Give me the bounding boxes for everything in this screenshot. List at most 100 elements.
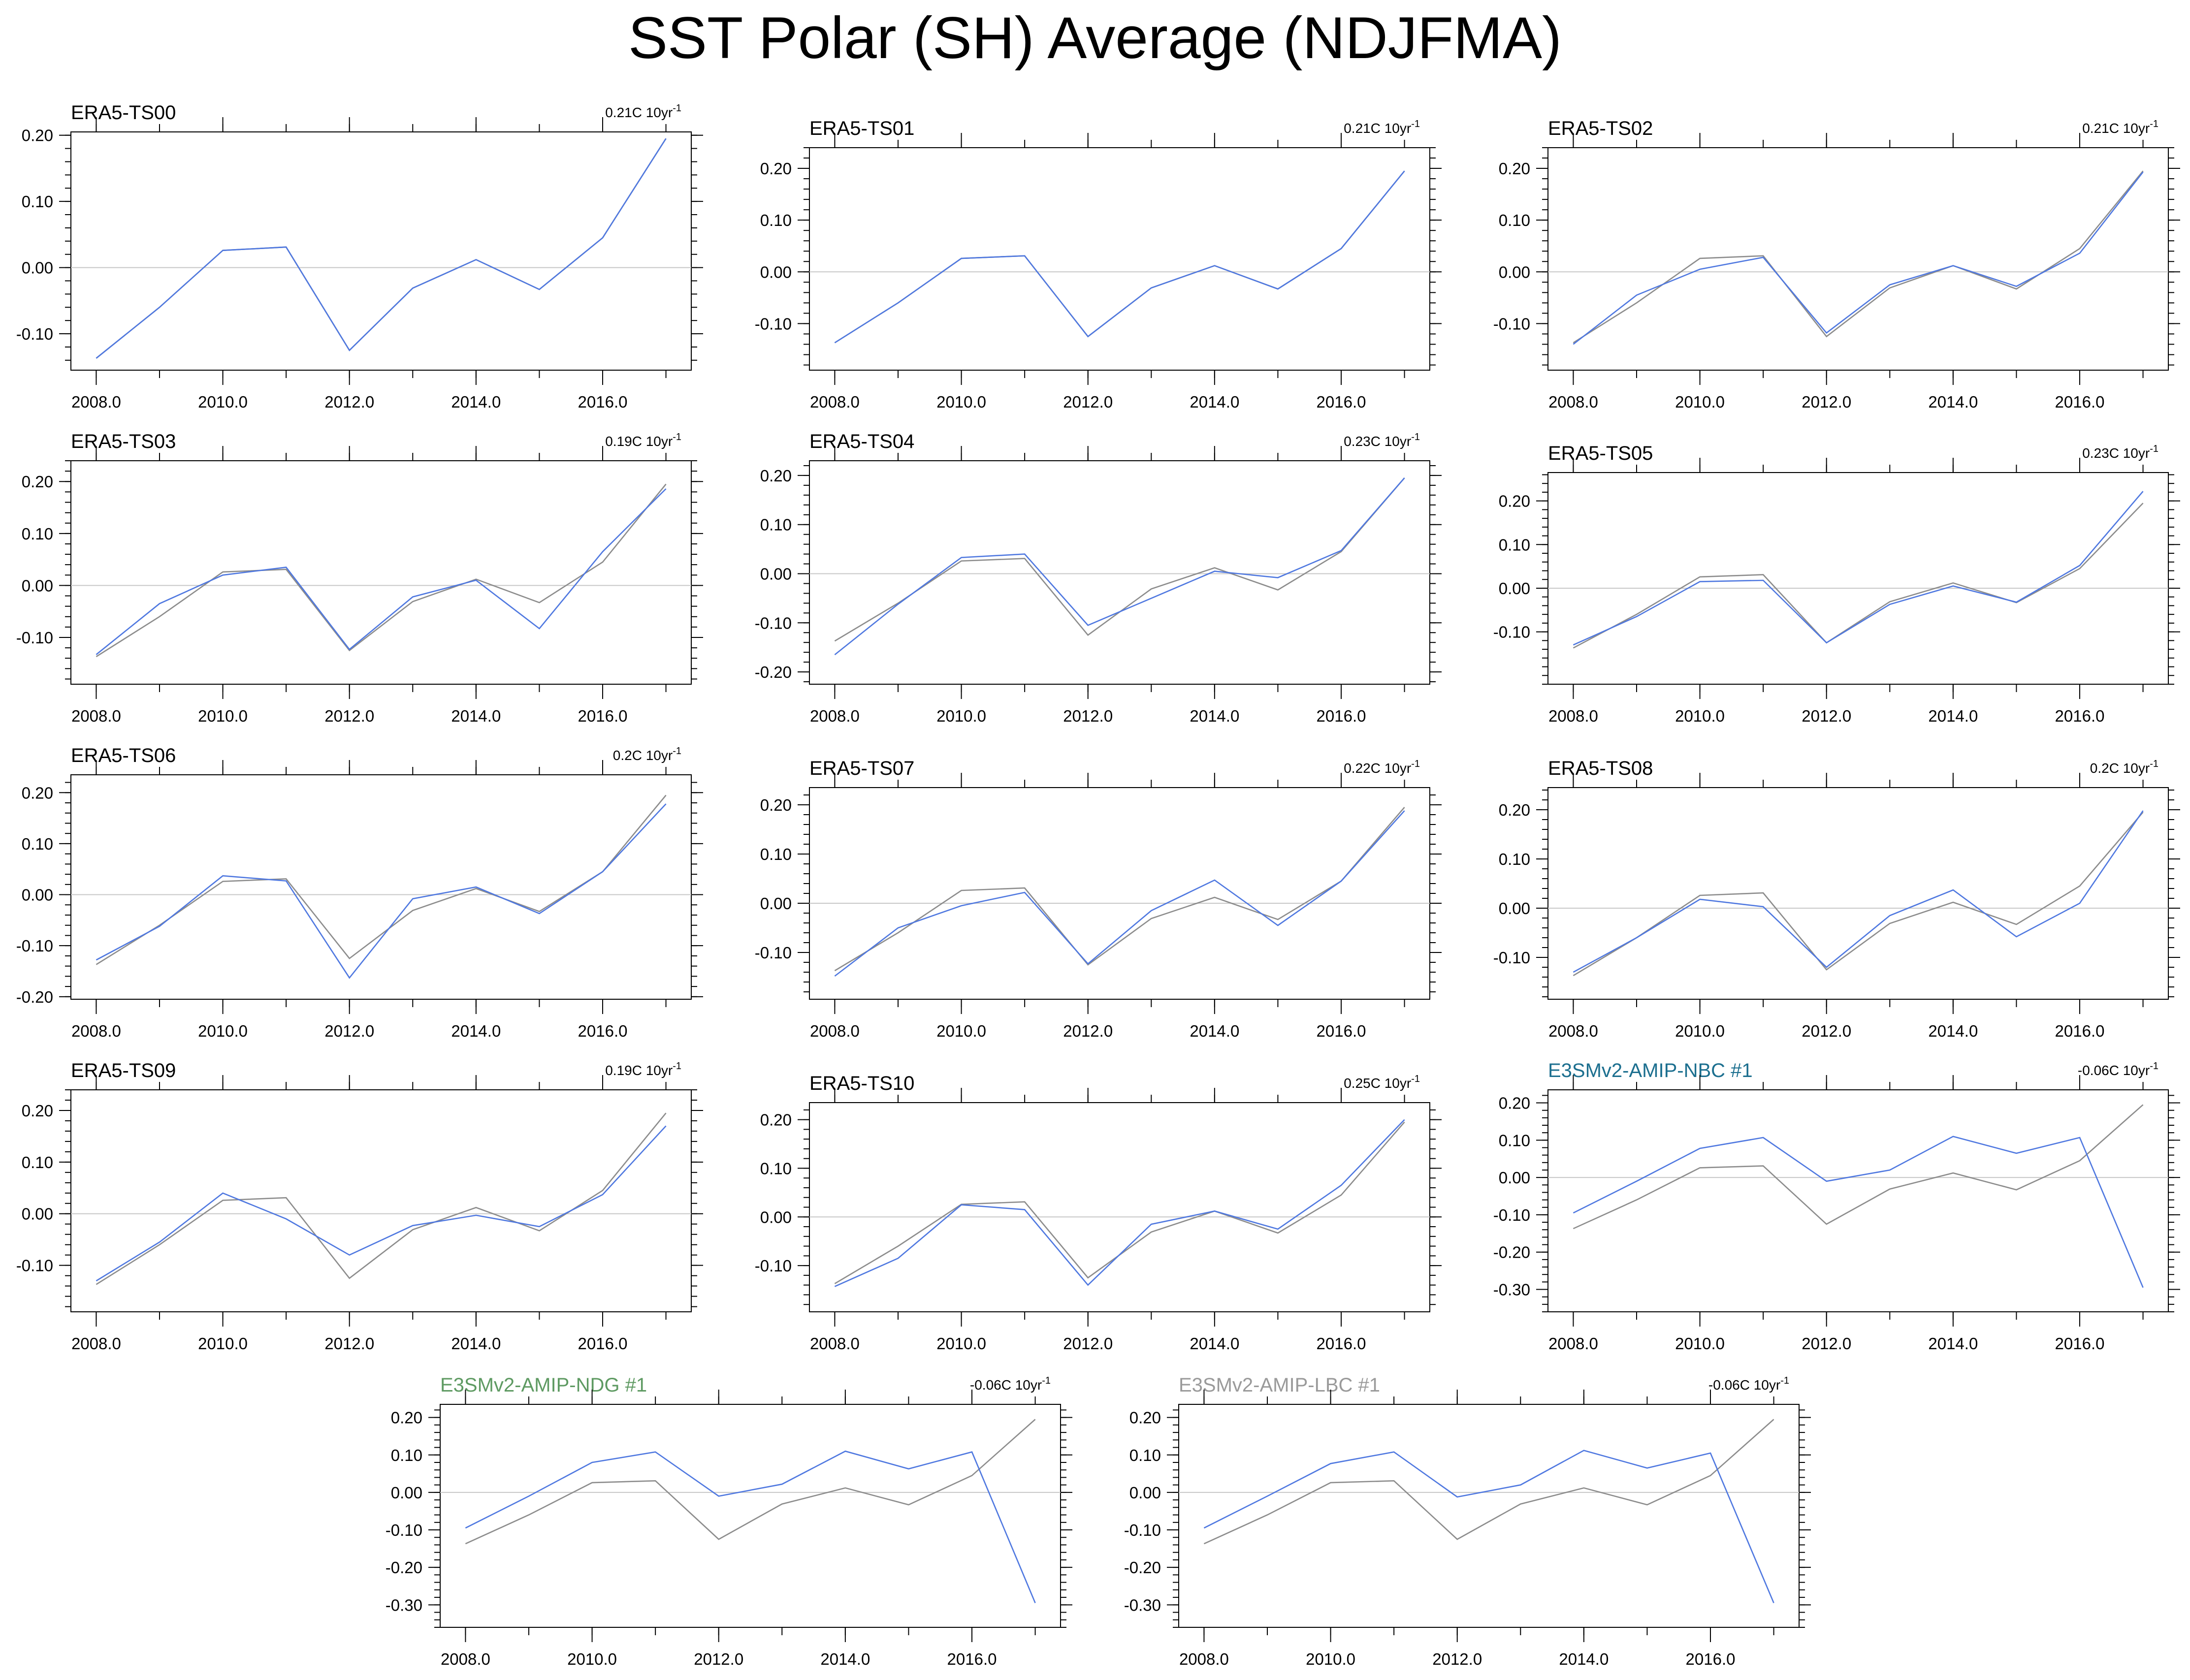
x-tick-label: 2014.0 xyxy=(1190,1022,1239,1040)
x-tick-label: 2008.0 xyxy=(810,393,860,411)
trend-label: 0.23C 10yr-1 xyxy=(2082,444,2158,461)
y-tick-label: -0.20 xyxy=(16,988,53,1006)
y-tick-label: -0.30 xyxy=(1124,1596,1161,1614)
series-line-model xyxy=(1203,1450,1774,1604)
trend-superscript: -1 xyxy=(2150,759,2158,769)
panel-title: E3SMv2-AMIP-NBC #1 xyxy=(1548,1060,1753,1081)
series-line-reference xyxy=(834,1121,1405,1284)
panel-e3smv2-amip-nbc-1: E3SMv2-AMIP-NBC #1 -0.06C 10yr-1 2008.0 201… xyxy=(1493,1060,2180,1353)
y-tick-label: 0.20 xyxy=(1499,159,1530,178)
trend-value: 0.19C 10yr xyxy=(605,434,673,449)
panel-title: ERA5-TS07 xyxy=(809,758,914,779)
y-tick-label: 0.20 xyxy=(760,796,792,814)
y-tick-label: -0.10 xyxy=(755,614,792,632)
x-tick-label: 2012.0 xyxy=(1802,1334,1851,1353)
y-tick-label: 0.00 xyxy=(1129,1484,1161,1502)
y-tick-label: 0.10 xyxy=(1499,1131,1530,1149)
trend-superscript: -1 xyxy=(673,103,681,114)
x-tick-label: 2014.0 xyxy=(451,1022,501,1040)
trend-value: -0.06C 10yr xyxy=(970,1377,1042,1393)
y-tick-label: 0.20 xyxy=(1129,1409,1161,1427)
x-tick-label: 2008.0 xyxy=(71,1022,121,1040)
trend-value: -0.06C 10yr xyxy=(2078,1063,2150,1078)
panel-title: ERA5-TS10 xyxy=(809,1073,914,1094)
figure-title: SST Polar (SH) Average (NDJFMA) xyxy=(628,5,1562,71)
x-tick-label: 2010.0 xyxy=(1675,393,1725,411)
trend-label: 0.25C 10yr-1 xyxy=(1344,1074,1420,1091)
y-tick-label: 0.00 xyxy=(760,565,792,583)
y-tick-label: 0.00 xyxy=(22,259,53,277)
trend-label: -0.06C 10yr-1 xyxy=(1708,1375,1789,1393)
x-tick-label: 2008.0 xyxy=(810,1022,860,1040)
trend-value: 0.23C 10yr xyxy=(1344,434,1411,449)
trend-label: 0.19C 10yr-1 xyxy=(605,432,681,449)
y-tick-label: -0.20 xyxy=(1493,1243,1530,1262)
y-tick-label: -0.10 xyxy=(16,325,53,343)
x-tick-label: 2012.0 xyxy=(694,1650,743,1668)
panel-e3smv2-amip-ndg-1: E3SMv2-AMIP-NDG #1 -0.06C 10yr-1 2008.0 201… xyxy=(386,1374,1072,1668)
x-tick-label: 2008.0 xyxy=(441,1650,490,1668)
panel-era5-ts07: ERA5-TS07 0.22C 10yr-1 2008.0 2010.0 2012.0 2… xyxy=(755,758,1442,1040)
trend-value: 0.23C 10yr xyxy=(2082,445,2150,461)
y-tick-label: 0.00 xyxy=(760,263,792,281)
x-tick-label: 2012.0 xyxy=(1063,707,1113,725)
x-tick-label: 2010.0 xyxy=(1675,1334,1725,1353)
y-tick-label: -0.10 xyxy=(1493,623,1530,641)
x-tick-label: 2016.0 xyxy=(1317,393,1366,411)
trend-value: -0.06C 10yr xyxy=(1708,1377,1780,1393)
trend-label: -0.06C 10yr-1 xyxy=(970,1375,1051,1393)
y-tick-label: 0.00 xyxy=(22,886,53,904)
x-tick-label: 2014.0 xyxy=(451,393,501,411)
x-tick-label: 2016.0 xyxy=(578,393,628,411)
plot-frame xyxy=(1547,787,2169,1000)
trend-value: 0.19C 10yr xyxy=(605,1063,673,1078)
x-tick-label: 2012.0 xyxy=(1802,393,1851,411)
series-line-model xyxy=(96,1125,667,1282)
y-tick-label: 0.20 xyxy=(1499,492,1530,510)
x-tick-label: 2010.0 xyxy=(936,1334,986,1353)
y-tick-label: 0.00 xyxy=(22,576,53,595)
x-tick-label: 2010.0 xyxy=(198,393,248,411)
trend-superscript: -1 xyxy=(673,432,681,443)
y-tick-label: 0.10 xyxy=(22,835,53,853)
x-tick-label: 2012.0 xyxy=(1063,1334,1113,1353)
trend-label: 0.23C 10yr-1 xyxy=(1344,432,1420,449)
plot-frame xyxy=(1547,147,2169,371)
y-tick-label: 0.10 xyxy=(760,845,792,863)
x-tick-label: 2014.0 xyxy=(1928,1334,1978,1353)
y-tick-label: 0.00 xyxy=(1499,899,1530,918)
y-tick-label: 0.20 xyxy=(760,159,792,178)
x-tick-label: 2008.0 xyxy=(1548,707,1598,725)
trend-value: 0.21C 10yr xyxy=(2082,121,2150,136)
x-tick-label: 2010.0 xyxy=(198,707,248,725)
trend-label: 0.21C 10yr-1 xyxy=(2082,119,2158,136)
x-tick-label: 2014.0 xyxy=(1190,393,1239,411)
x-tick-label: 2010.0 xyxy=(1306,1650,1355,1668)
x-tick-label: 2008.0 xyxy=(71,393,121,411)
x-tick-label: 2014.0 xyxy=(451,707,501,725)
trend-superscript: -1 xyxy=(2150,119,2158,129)
x-tick-label: 2014.0 xyxy=(1928,707,1978,725)
panel-title: ERA5-TS02 xyxy=(1548,118,1653,139)
series-line-model xyxy=(834,810,1405,977)
panel-title: E3SMv2-AMIP-LBC #1 xyxy=(1179,1374,1380,1396)
series-line-reference xyxy=(1573,170,2144,344)
y-tick-label: 0.20 xyxy=(760,467,792,485)
trend-superscript: -1 xyxy=(1780,1375,1789,1386)
plot-frame xyxy=(809,460,1430,685)
panel-era5-ts08: ERA5-TS08 0.2C 10yr-1 2008.0 2010.0 2012.0 20… xyxy=(1493,758,2180,1040)
x-tick-label: 2010.0 xyxy=(936,707,986,725)
x-tick-label: 2016.0 xyxy=(578,1022,628,1040)
trend-label: -0.06C 10yr-1 xyxy=(2078,1061,2158,1078)
plot-frame xyxy=(1178,1404,1800,1628)
x-tick-label: 2012.0 xyxy=(324,1334,374,1353)
y-tick-label: 0.00 xyxy=(1499,1169,1530,1187)
x-tick-label: 2012.0 xyxy=(1063,1022,1113,1040)
panel-title: ERA5-TS03 xyxy=(71,431,176,452)
y-tick-label: 0.00 xyxy=(22,1205,53,1223)
trend-label: 0.21C 10yr-1 xyxy=(1344,119,1420,136)
y-tick-label: -0.10 xyxy=(1493,1206,1530,1224)
panel-era5-ts09: ERA5-TS09 0.19C 10yr-1 2008.0 2010.0 2012.0 2… xyxy=(16,1060,703,1353)
panel-era5-ts05: ERA5-TS05 0.23C 10yr-1 2008.0 2010.0 2012.0 2… xyxy=(1493,443,2180,725)
y-tick-label: 0.20 xyxy=(22,784,53,802)
